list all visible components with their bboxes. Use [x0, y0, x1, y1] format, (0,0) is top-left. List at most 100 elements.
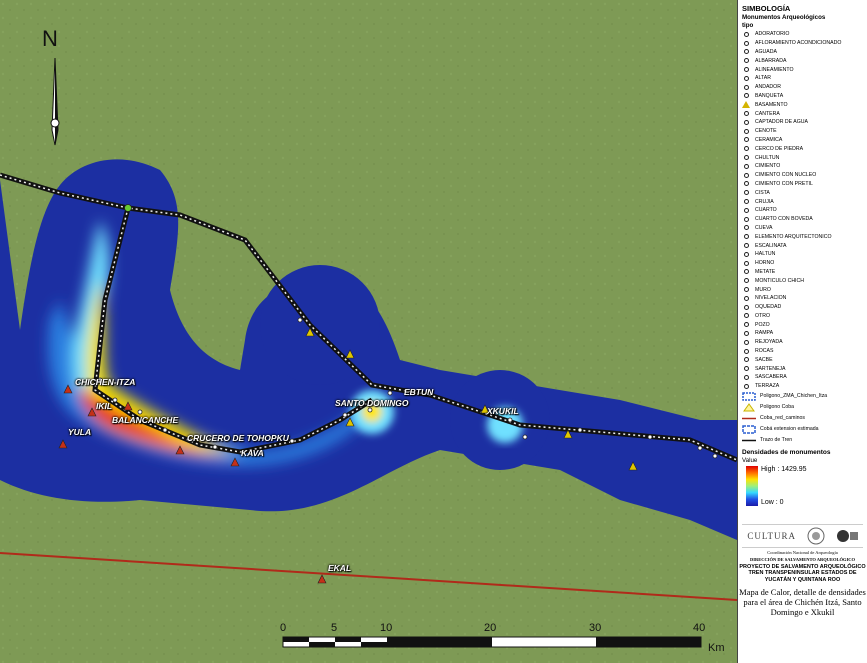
- legend-item-label: CENOTE: [755, 128, 777, 135]
- circle-marker-icon: [742, 127, 750, 135]
- legend-item: ALBARRADA: [742, 56, 867, 65]
- legend-item: MONTICULO CHICH: [742, 276, 867, 285]
- scale-tick-40: 40: [693, 622, 706, 634]
- scale-tick-0: 0: [280, 622, 287, 634]
- map-title: Mapa de Calor, detalle de densidades par…: [739, 587, 866, 618]
- legend-item: CUARTO CON BOVEDA: [742, 215, 867, 224]
- circle-marker-icon: [742, 286, 750, 294]
- scale-unit: Km: [708, 642, 725, 654]
- circle-marker-icon: [742, 303, 750, 311]
- circle-marker-icon: [742, 30, 750, 38]
- legend-item-label: AFLORAMIENTO ACONDICIONADO: [755, 40, 842, 47]
- legend-extra-label: Coba_red_caminos: [760, 415, 805, 422]
- legend-item-label: CIMIENTO: [755, 163, 781, 170]
- circle-marker-icon: [742, 154, 750, 162]
- legend-extra-roads: Coba_red_caminos: [742, 413, 867, 424]
- scale-tick-30: 30: [589, 622, 602, 634]
- legend-item: ALTAR: [742, 74, 867, 83]
- legend-item-label: REJOYADA: [755, 339, 783, 346]
- road-line: [0, 552, 737, 601]
- legend-item: ELEMENTO ARQUITECTONICO: [742, 232, 867, 241]
- map-panel[interactable]: N CHICHEN-ITZA IKIL BALANCANCHE YULA CRU…: [0, 0, 738, 663]
- legend-item: BASAMENTO: [742, 100, 867, 109]
- credit-2: DIRECCIÓN DE SALVAMENTO ARQUEOLÓGICO: [749, 556, 856, 562]
- seal-icon: [807, 527, 825, 545]
- circle-marker-icon: [742, 338, 750, 346]
- place-label-kava: KAVA: [241, 448, 264, 458]
- circle-marker-icon: [742, 259, 750, 267]
- legend-item-label: ALBARRADA: [755, 57, 787, 64]
- circle-marker-icon: [742, 277, 750, 285]
- circle-marker-icon: [742, 74, 750, 82]
- legend-field: tipo: [742, 22, 754, 29]
- legend-item-label: OQUEDAD: [755, 304, 782, 311]
- legend-panel: SIMBOLOGÍA Monumentos Arqueológicos tipo…: [737, 0, 867, 663]
- circle-marker-icon: [742, 321, 750, 329]
- legend-item-label: AGUADA: [755, 48, 777, 55]
- legend-item: BANQUETA: [742, 92, 867, 101]
- circle-marker-icon: [742, 365, 750, 373]
- legend-item-label: POZO: [755, 321, 770, 328]
- legend-item: CIMIENTO CON PRETIL: [742, 180, 867, 189]
- place-label-xkukil: XKUKIL: [487, 406, 519, 416]
- scale-tick-5: 5: [331, 622, 338, 634]
- legend-item: CRUJIA: [742, 197, 867, 206]
- legend-item: CUEVA: [742, 224, 867, 233]
- circle-marker-icon: [742, 189, 750, 197]
- legend-item: ADORATORIO: [742, 30, 867, 39]
- circle-marker-icon: [742, 268, 750, 276]
- circle-marker-icon: [742, 347, 750, 355]
- legend-item-label: CUARTO CON BOVEDA: [755, 216, 813, 223]
- legend-item-label: HORNO: [755, 260, 775, 267]
- legend-extra-coba: Poligono Coba: [742, 402, 867, 413]
- legend-item: RAMPA: [742, 329, 867, 338]
- project-title: PROYECTO DE SALVAMENTO ARQUEOLÓGICO TREN…: [739, 563, 866, 583]
- circle-marker-icon: [742, 198, 750, 206]
- circle-marker-icon: [742, 92, 750, 100]
- map-canvas: [0, 0, 737, 663]
- place-label-yula: YULA: [68, 427, 92, 437]
- circle-marker-icon: [742, 66, 750, 74]
- legend-item-label: CUARTO: [755, 207, 777, 214]
- legend-item: CHULTUN: [742, 153, 867, 162]
- circle-marker-icon: [742, 224, 750, 232]
- legend-item-label: BASAMENTO: [755, 101, 788, 108]
- density-title: Densidades de monumentos: [742, 448, 831, 456]
- legend-extra-label: Poligono Coba: [760, 404, 795, 411]
- triangle-marker-icon: [742, 101, 750, 109]
- legend-item: POZO: [742, 320, 867, 329]
- circle-marker-icon: [742, 180, 750, 188]
- legend-list: ADORATORIO AFLORAMIENTO ACONDICIONADO AGUA…: [742, 30, 867, 391]
- density-ramp-bar: [746, 465, 758, 506]
- north-label: N: [42, 26, 58, 51]
- legend-item-label: CIMIENTO CON PRETIL: [755, 180, 813, 187]
- legend-item: SASCABERA: [742, 373, 867, 382]
- legend-item: CISTA: [742, 188, 867, 197]
- circle-marker-icon: [742, 206, 750, 214]
- scale-tick-10: 10: [380, 622, 393, 634]
- legend-item: AFLORAMIENTO ACONDICIONADO: [742, 39, 867, 48]
- legend-item: CERAMICA: [742, 136, 867, 145]
- circle-marker-icon: [742, 242, 750, 250]
- legend-item: METATE: [742, 268, 867, 277]
- legend-extra-label: Trazo de Tren: [760, 437, 793, 444]
- place-label-ekal: EKAL: [328, 563, 352, 573]
- circle-marker-icon: [742, 136, 750, 144]
- circle-marker-icon: [742, 356, 750, 364]
- density-value-label: Value: [742, 456, 758, 464]
- legend-extra-label: Cobá extension estimada: [760, 426, 819, 433]
- legend-extra-label: Poligono_ZMA_Chichen_Itza: [760, 393, 828, 400]
- circle-marker-icon: [742, 329, 750, 337]
- basamento-markers: [58, 327, 638, 584]
- legend-item-label: NIVELACION: [755, 295, 787, 302]
- legend-item-label: ANDADOR: [755, 84, 781, 91]
- cultura-logo: CULTURA: [747, 530, 797, 541]
- legend-item: CIMIENTO CON NUCLEO: [742, 171, 867, 180]
- legend-item: ANDADOR: [742, 83, 867, 92]
- legend-item-label: MURO: [755, 286, 771, 293]
- place-label-ikil: IKIL: [96, 401, 113, 411]
- legend-item: NIVELACION: [742, 294, 867, 303]
- circle-marker-icon: [742, 294, 750, 302]
- legend-item: CIMIENTO: [742, 162, 867, 171]
- circle-marker-icon: [742, 215, 750, 223]
